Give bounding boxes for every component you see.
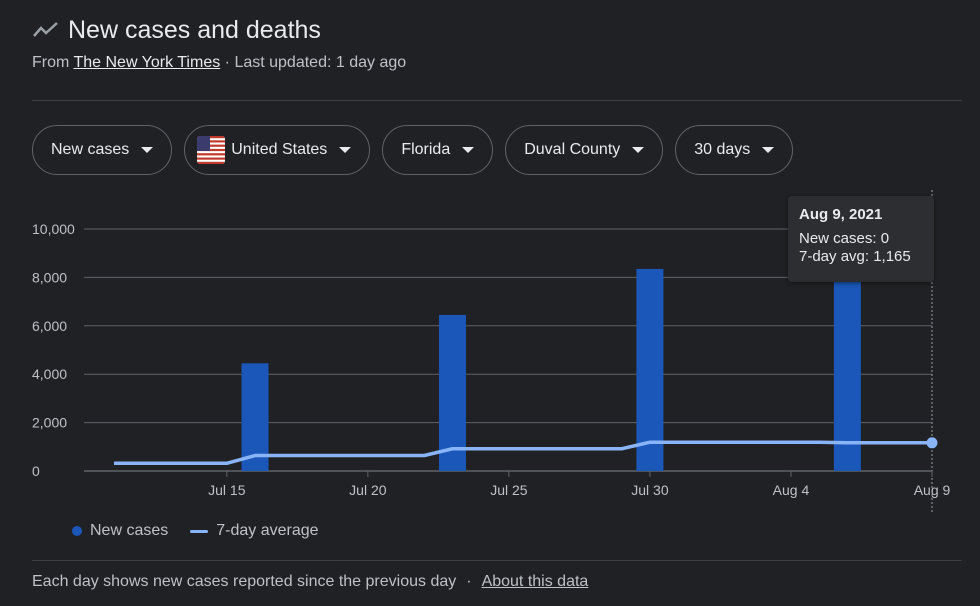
new-cases-legend-dot [72,526,82,536]
country-dropdown[interactable]: United States [184,125,371,175]
x-tick-label: Jul 25 [490,482,528,498]
metric-dropdown-label: New cases [51,141,130,158]
footer-note: Each day shows new cases reported since … [32,573,457,590]
cases-chart[interactable]: 0 2,000 4,000 6,000 8,000 10,000 Jul 15 Jul 20 J… [0,190,980,520]
source-link[interactable]: The New York Times [73,54,221,71]
us-flag-icon [197,136,226,164]
y-tick-label: 4,000 [32,366,67,382]
x-tick-label: Aug 4 [773,482,810,498]
chart-legend: New cases 7-day average [72,522,319,540]
y-tick-label: 6,000 [32,318,67,334]
new-cases-bar [833,277,861,471]
y-tick-label: 10,000 [32,221,75,237]
footer: Each day shows new cases reported since … [32,573,588,591]
new-cases-bar [636,268,664,471]
divider [32,560,962,561]
caret-down-icon [339,147,352,153]
chart-tooltip: Aug 9, 2021 New cases: 0 7-day avg: 1,16… [788,196,934,282]
period-dropdown-label: 30 days [694,141,751,158]
y-tick-label: 0 [32,463,40,479]
source-prefix: From [32,54,70,71]
caret-down-icon [141,147,154,153]
footer-separator: · [466,573,472,590]
state-dropdown[interactable]: Florida [382,125,494,175]
page-title: New cases and deaths [68,15,321,44]
county-dropdown-label: Duval County [524,141,621,158]
metric-dropdown[interactable]: New cases [32,125,173,175]
filter-bar: New cases United States Florida Duval Co… [32,125,794,175]
caret-down-icon [462,147,475,153]
last-updated: · Last updated: 1 day ago [224,54,407,71]
new-cases-bar [241,363,269,471]
y-tick-label: 8,000 [32,269,67,285]
legend-avg: 7-day average [216,522,319,539]
tooltip-avg: 7-day avg: 1,165 [799,248,911,265]
x-tick-label: Jul 20 [349,482,387,498]
state-dropdown-label: Florida [401,141,451,158]
county-dropdown[interactable]: Duval County [505,125,664,175]
about-data-link[interactable]: About this data [481,573,589,590]
source-line: From The New York Times · Last updated: … [32,54,406,72]
country-dropdown-label: United States [231,141,328,158]
tooltip-date: Aug 9, 2021 [799,206,883,223]
y-tick-label: 2,000 [32,415,67,431]
avg-line [114,440,932,466]
avg-legend-line [190,529,209,533]
trending-line-icon [32,20,60,40]
caret-down-icon [632,147,645,153]
x-tick-label: Jul 15 [208,482,246,498]
header: New cases and deaths From The New York T… [32,14,406,72]
caret-down-icon [762,147,775,153]
new-cases-bar [438,314,466,471]
x-tick-label: Jul 30 [631,482,669,498]
period-dropdown[interactable]: 30 days [675,125,794,175]
highlight-point [926,437,938,449]
divider [32,100,962,101]
tooltip-new-cases: New cases: 0 [799,230,890,247]
x-tick-label: Aug 9 [914,482,951,498]
legend-new-cases: New cases [90,522,169,539]
